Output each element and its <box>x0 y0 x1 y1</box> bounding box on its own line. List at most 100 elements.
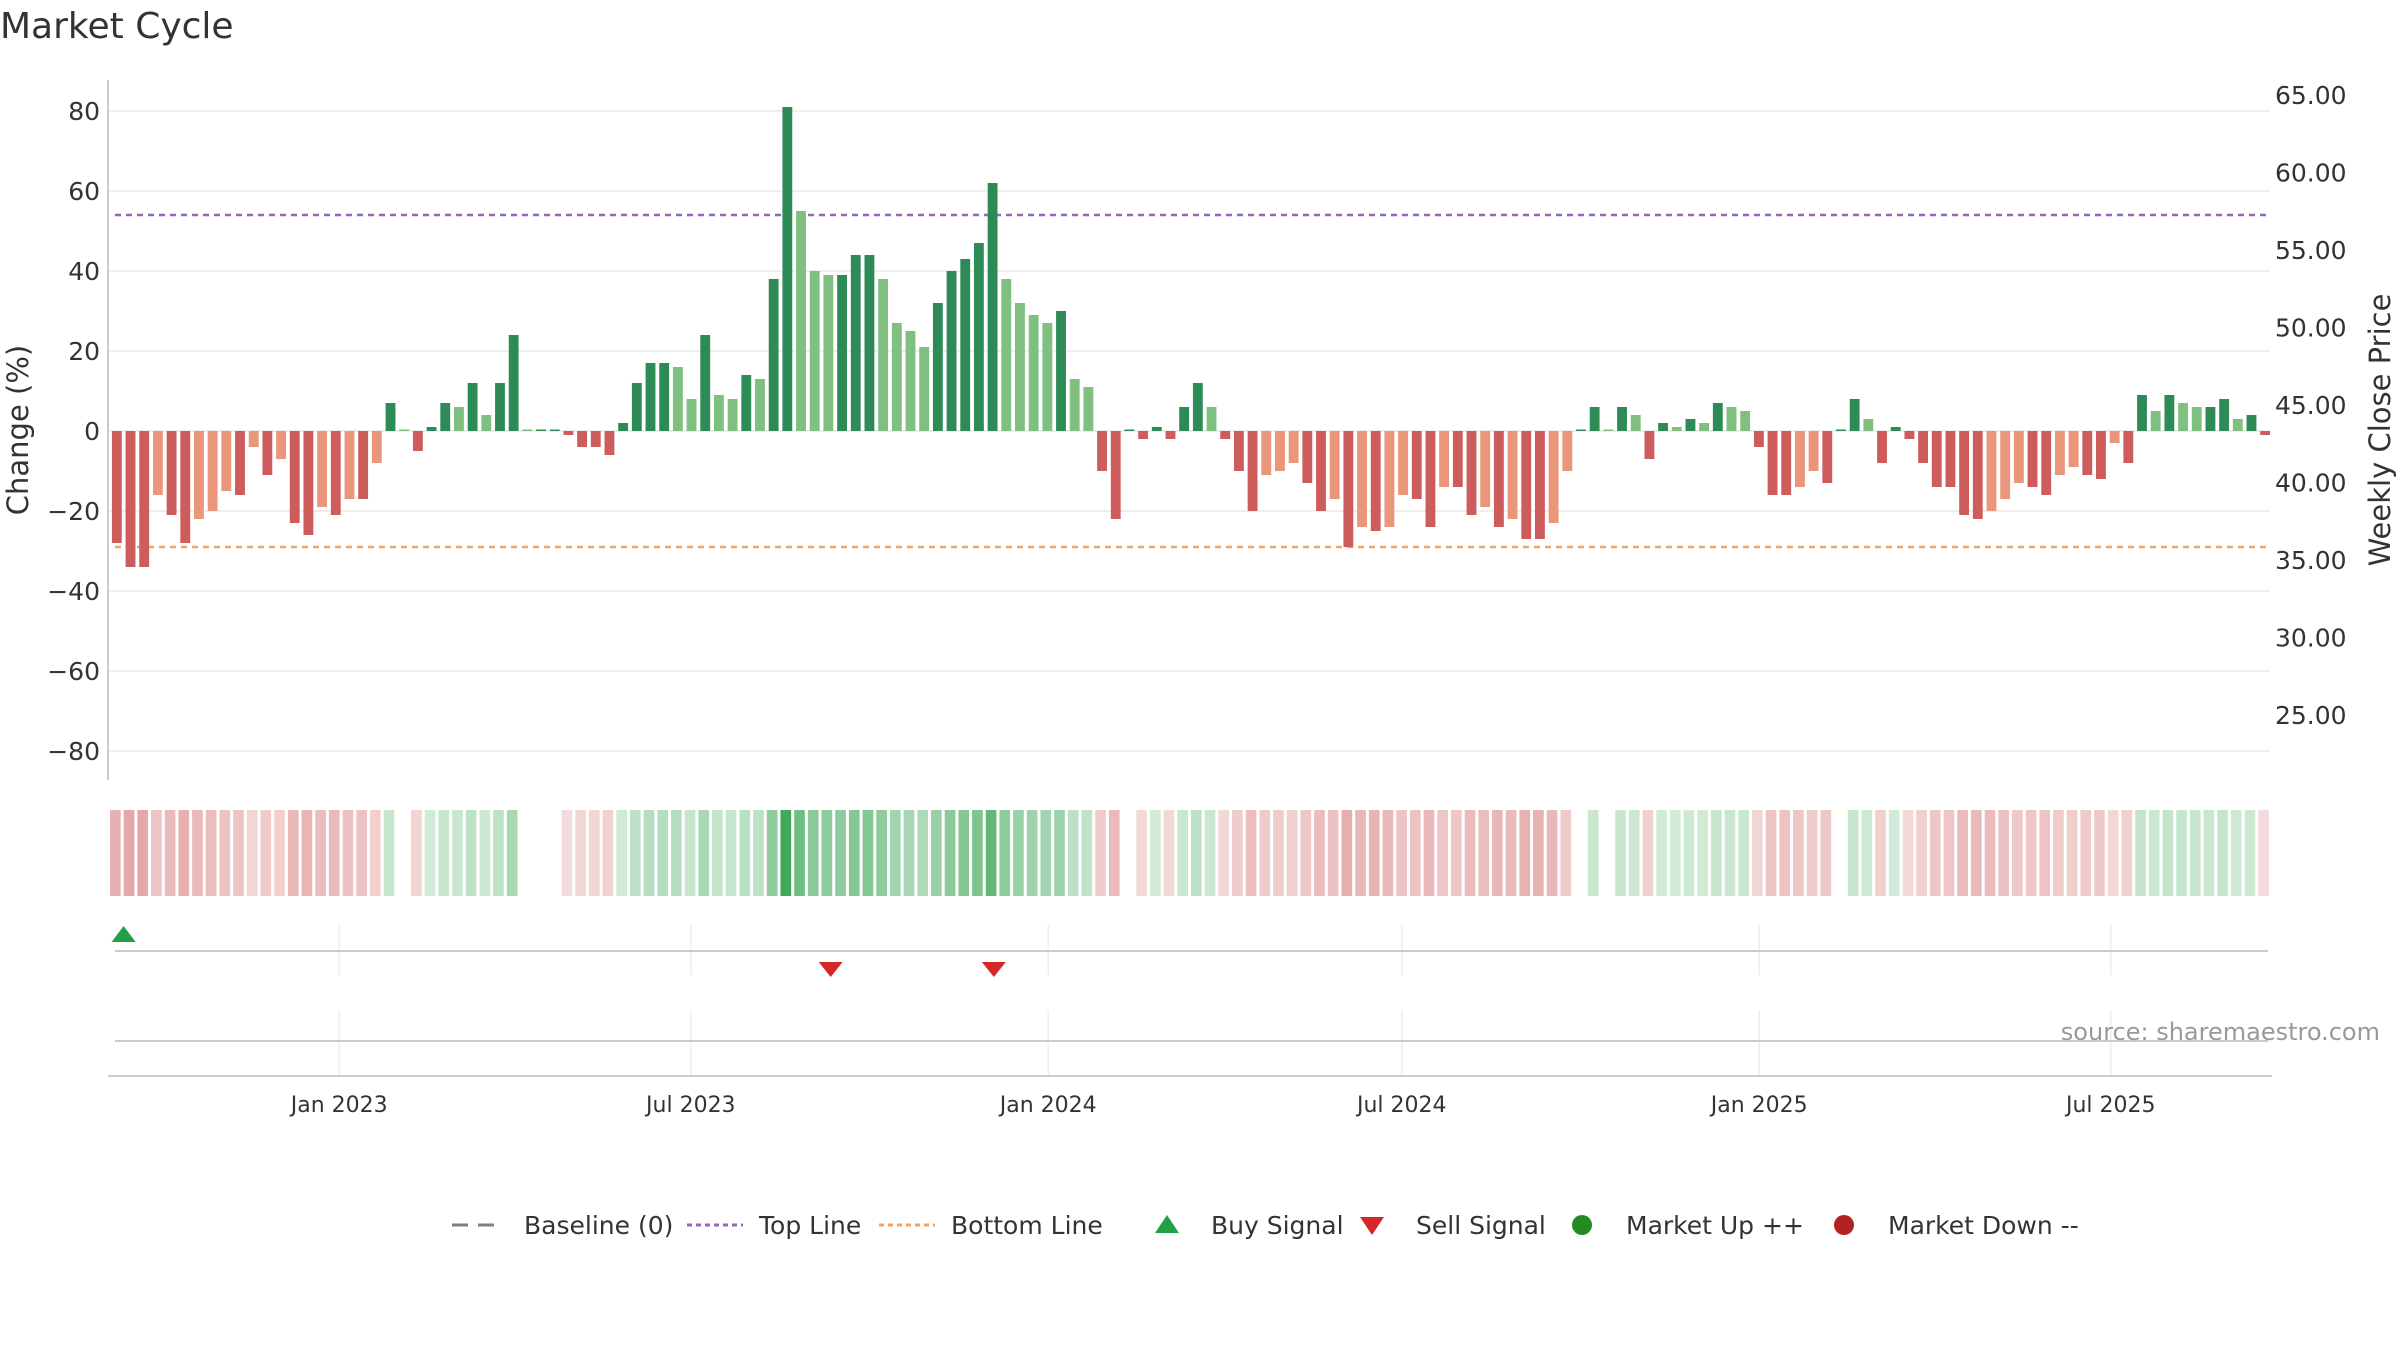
bar <box>1220 431 1231 439</box>
heat-cell <box>219 810 231 896</box>
buy-signal-marker <box>111 926 136 942</box>
heat-cell <box>2244 810 2256 896</box>
heat-cell <box>1437 810 1448 896</box>
heat-cell <box>1861 810 1873 896</box>
bar <box>1740 411 1751 431</box>
bar <box>358 431 369 499</box>
legend-item: Baseline (0) <box>452 1211 673 1240</box>
threshold-lines <box>115 213 2268 549</box>
heat-cell <box>1628 810 1640 896</box>
heat-cell <box>2217 810 2228 896</box>
bar <box>139 431 150 567</box>
heat-cell <box>1122 810 1134 896</box>
heat-cell <box>1656 810 1667 896</box>
bar <box>1521 431 1532 539</box>
legend-item: Buy Signal <box>1155 1211 1344 1240</box>
heat-cell <box>671 810 682 896</box>
legend-swatch <box>1360 1217 1384 1235</box>
y-tick-right-label: 25.00 <box>2275 701 2347 730</box>
bar <box>1069 379 1080 431</box>
bar <box>549 429 560 431</box>
y-tick-right-label: 65.00 <box>2275 81 2347 110</box>
heat-cell <box>2135 810 2146 896</box>
bar <box>1986 431 1997 511</box>
heat-cell <box>561 810 573 896</box>
bar <box>1042 323 1053 431</box>
heat-cell <box>192 810 203 896</box>
heat-cell <box>2025 810 2037 896</box>
heat-cell <box>794 810 805 896</box>
bar <box>2205 407 2216 431</box>
bar <box>659 363 670 431</box>
heat-cell <box>2189 810 2201 896</box>
bar <box>796 211 806 431</box>
bar <box>1726 407 1737 431</box>
bar <box>891 323 902 431</box>
bar <box>536 429 546 431</box>
heat-cell <box>287 810 299 896</box>
heat-cell <box>1040 810 1052 896</box>
bar <box>111 431 122 543</box>
bar <box>823 275 834 431</box>
y-tick-right-label: 35.00 <box>2275 546 2347 575</box>
bar <box>1466 431 1477 515</box>
bar <box>344 431 355 499</box>
y-tick-right-label: 60.00 <box>2275 159 2347 188</box>
heat-cell <box>862 810 874 896</box>
heat-cell <box>1888 810 1900 896</box>
bar <box>946 271 957 431</box>
heat-cell <box>1560 810 1572 896</box>
heat-cell <box>438 810 450 896</box>
heat-cell <box>1163 810 1175 896</box>
legend-item: Bottom Line <box>879 1211 1103 1240</box>
heat-cell <box>1341 810 1353 896</box>
legend: Baseline (0) Top Line Bottom Line Buy Signa… <box>452 1211 2079 1240</box>
heat-cell <box>616 810 627 896</box>
heat-cell <box>684 810 696 896</box>
heat-cell <box>2066 810 2078 896</box>
bar <box>426 427 437 431</box>
heat-cell <box>452 810 463 896</box>
bar <box>1767 431 1778 495</box>
heat-cell <box>233 810 244 896</box>
heat-cell <box>821 810 833 896</box>
signal-panel <box>108 925 2272 1077</box>
bar <box>262 431 273 475</box>
bar <box>809 271 820 431</box>
heat-cell <box>383 810 395 896</box>
bar <box>1562 431 1573 471</box>
heat-cell <box>274 810 285 896</box>
heat-cell <box>1245 810 1257 896</box>
bar <box>1179 407 1190 431</box>
bar <box>303 431 314 535</box>
legend-item: Top Line <box>687 1211 861 1240</box>
heat-cell <box>506 810 518 896</box>
bar <box>1576 429 1586 431</box>
bar <box>467 383 478 431</box>
legend-label: Buy Signal <box>1211 1211 1344 1240</box>
heat-cell <box>1806 810 1818 896</box>
heat-cell <box>123 810 135 896</box>
heat-cell <box>110 810 121 896</box>
heat-cell <box>2080 810 2092 896</box>
heat-cell <box>1136 810 1147 896</box>
heat-cell <box>848 810 860 896</box>
heat-cell <box>1587 810 1599 896</box>
heat-cell <box>1752 810 1763 896</box>
heat-cell <box>1710 810 1722 896</box>
bar <box>1685 419 1696 431</box>
bar <box>2000 431 2011 499</box>
bar <box>1124 429 1135 431</box>
bar <box>1411 431 1422 499</box>
bar <box>2260 431 2271 435</box>
heat-cell <box>164 810 176 896</box>
x-tick-label: Jul 2025 <box>2064 1093 2156 1118</box>
x-tick-label: Jan 2023 <box>289 1093 388 1118</box>
bar <box>1425 431 1436 527</box>
legend-label: Market Up ++ <box>1626 1211 1804 1240</box>
bar <box>2150 411 2161 431</box>
bar <box>2191 407 2202 431</box>
bar <box>973 243 984 431</box>
y-tick-right-label: 30.00 <box>2275 624 2347 653</box>
